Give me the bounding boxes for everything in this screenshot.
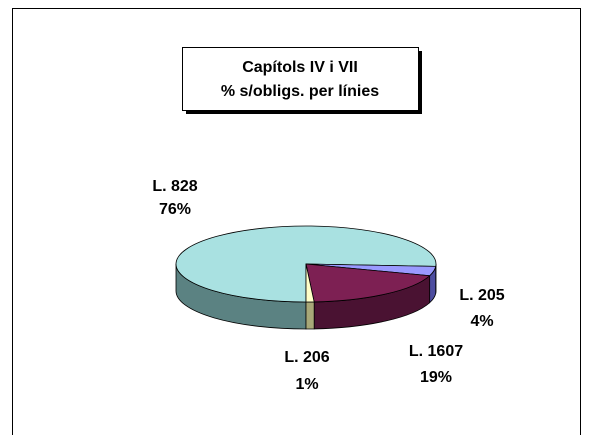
slice-label: L. 206 [284,349,329,366]
pie [175,225,437,330]
slice-label: L. 205 [459,287,504,304]
value-label: 76% [159,201,191,218]
slice [175,225,437,303]
slice-label: L. 1607 [409,343,463,360]
slice [305,263,315,303]
title-box [182,47,419,111]
chart-title: Capítols IV i VII [242,59,358,76]
value-label: 19% [420,369,452,386]
plot-border [12,8,581,435]
value-label: 4% [470,313,493,330]
chart-subtitle: % s/obligs. per línies [221,83,379,100]
value-label: 1% [295,376,318,393]
slice-side [305,301,315,330]
slice [305,263,431,303]
slice-label: L. 828 [152,178,197,195]
